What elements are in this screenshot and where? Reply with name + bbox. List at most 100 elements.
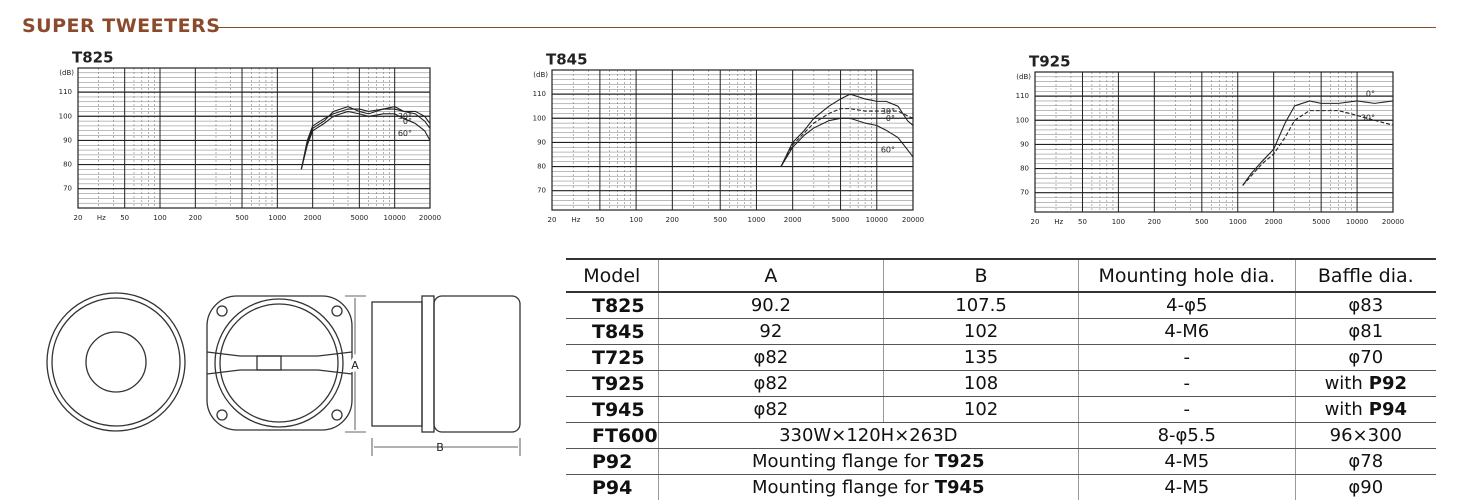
- y-axis-label: (dB): [59, 69, 74, 77]
- chart-title: T825: [72, 49, 114, 67]
- y-tick-label: 100: [1016, 116, 1029, 124]
- cell: 102: [883, 318, 1079, 345]
- curve-label: 30°: [398, 112, 412, 121]
- x-tick-label: 50: [595, 216, 604, 224]
- model: T925: [566, 370, 659, 397]
- curve-label: 60°: [398, 129, 412, 138]
- header-cell: Model: [566, 258, 659, 293]
- header-cell: A: [658, 258, 885, 293]
- y-tick-label: 80: [537, 163, 546, 171]
- cell: φ82: [658, 370, 885, 397]
- cell: Mounting flange for T925: [658, 448, 1079, 475]
- y-tick-label: 90: [1020, 140, 1029, 148]
- table-row: P94 Mounting flange for T945 4-M5 φ90: [566, 474, 1436, 500]
- title-rule: [216, 27, 1436, 28]
- dimension-drawing: [46, 292, 521, 456]
- cell-bold: P94: [1368, 399, 1408, 420]
- response-curve: [780, 93, 914, 167]
- cell: 330W×120H×263D: [658, 422, 1079, 449]
- cell: 4-φ5: [1078, 291, 1296, 319]
- curve-label: 30°: [1361, 114, 1375, 123]
- cell-bold: T945: [934, 477, 985, 498]
- x-tick-label: 500: [714, 216, 727, 224]
- header-row: Model A B Mounting hole dia. Baffle dia.: [566, 258, 1436, 293]
- y-tick-label: 100: [59, 112, 72, 120]
- cell-text: Mounting flange for: [752, 477, 929, 498]
- x-axis-label: Hz: [571, 216, 580, 224]
- x-tick-label: 50: [120, 214, 129, 222]
- cell: φ83: [1295, 291, 1436, 319]
- x-tick-label: 500: [1195, 218, 1208, 226]
- dim-bg: A: [351, 359, 359, 372]
- table-row: T825 90.2 107.5 4-φ5 φ83: [566, 291, 1436, 319]
- y-tick-label: 90: [63, 136, 72, 144]
- plot-frame: [77, 67, 431, 209]
- cell: 8-φ5.5: [1078, 422, 1296, 449]
- cell: 90.2: [658, 291, 885, 319]
- x-tick-label: 100: [153, 214, 166, 222]
- y-tick-label: 90: [537, 138, 546, 146]
- table-row: T845 92 102 4-M6 φ81: [566, 318, 1436, 345]
- cell: φ81: [1295, 318, 1436, 345]
- table-row: T925 φ82 108- with P92: [566, 370, 1436, 397]
- model: P94: [566, 474, 659, 500]
- dimension-label: B: [436, 441, 444, 454]
- model: T825: [566, 291, 659, 319]
- curve-label: 0°: [886, 114, 895, 123]
- curve-label: 0°: [403, 117, 412, 126]
- chart-title: T845: [546, 51, 588, 69]
- model: FT600: [566, 422, 659, 449]
- cell: 4-M6: [1078, 318, 1296, 345]
- curve-label: 30°: [881, 107, 895, 116]
- x-tick-label: 1000: [748, 216, 766, 224]
- dimension-label: A: [351, 359, 359, 372]
- cell: 108: [883, 370, 1079, 397]
- x-tick-label: 20000: [1382, 218, 1404, 226]
- x-tick-label: 1000: [1229, 218, 1247, 226]
- response-curve: [300, 106, 431, 170]
- x-tick-label: 100: [629, 216, 642, 224]
- y-axis-label: (dB): [533, 71, 548, 79]
- response-curve: [1242, 110, 1394, 186]
- x-tick-label: 100: [1112, 218, 1125, 226]
- model: T945: [566, 396, 659, 423]
- x-tick-label: 2000: [784, 216, 802, 224]
- cell: -: [1078, 396, 1296, 423]
- cell: 107.5: [883, 291, 1079, 319]
- x-tick-label: 200: [189, 214, 202, 222]
- cell: -: [1078, 344, 1296, 371]
- y-tick-label: 70: [1020, 189, 1029, 197]
- y-tick-label: 80: [63, 161, 72, 169]
- chart-title: T925: [1029, 53, 1071, 71]
- y-tick-label: 80: [1020, 165, 1029, 173]
- cell: 4-M5: [1078, 474, 1296, 500]
- x-tick-label: 200: [1148, 218, 1161, 226]
- cell-text: with: [1324, 399, 1363, 420]
- response-curve: [780, 117, 914, 167]
- header-cell: Baffle dia.: [1295, 258, 1436, 293]
- y-tick-label: 70: [537, 187, 546, 195]
- x-tick-label: 10000: [1346, 218, 1368, 226]
- y-tick-label: 100: [533, 114, 546, 122]
- response-curve: [300, 106, 431, 170]
- cell-text: with: [1324, 373, 1363, 394]
- x-tick-label: 20000: [419, 214, 441, 222]
- y-axis-label: (dB): [1016, 73, 1031, 81]
- cell: φ90: [1295, 474, 1436, 500]
- curve-label: 0°: [1366, 89, 1375, 98]
- cell: -: [1078, 370, 1296, 397]
- model: T725: [566, 344, 659, 371]
- cell: 102: [883, 396, 1079, 423]
- model: T845: [566, 318, 659, 345]
- x-tick-label: 20: [74, 214, 83, 222]
- table-row: T725 φ82 135- φ70: [566, 344, 1436, 371]
- x-tick-label: 20: [1031, 218, 1040, 226]
- x-tick-label: 50: [1078, 218, 1087, 226]
- section-title: SUPER TWEETERS: [22, 15, 221, 37]
- cell-bold: P92: [1368, 373, 1408, 394]
- x-tick-label: 500: [235, 214, 248, 222]
- x-tick-label: 5000: [350, 214, 368, 222]
- x-tick-label: 1000: [268, 214, 286, 222]
